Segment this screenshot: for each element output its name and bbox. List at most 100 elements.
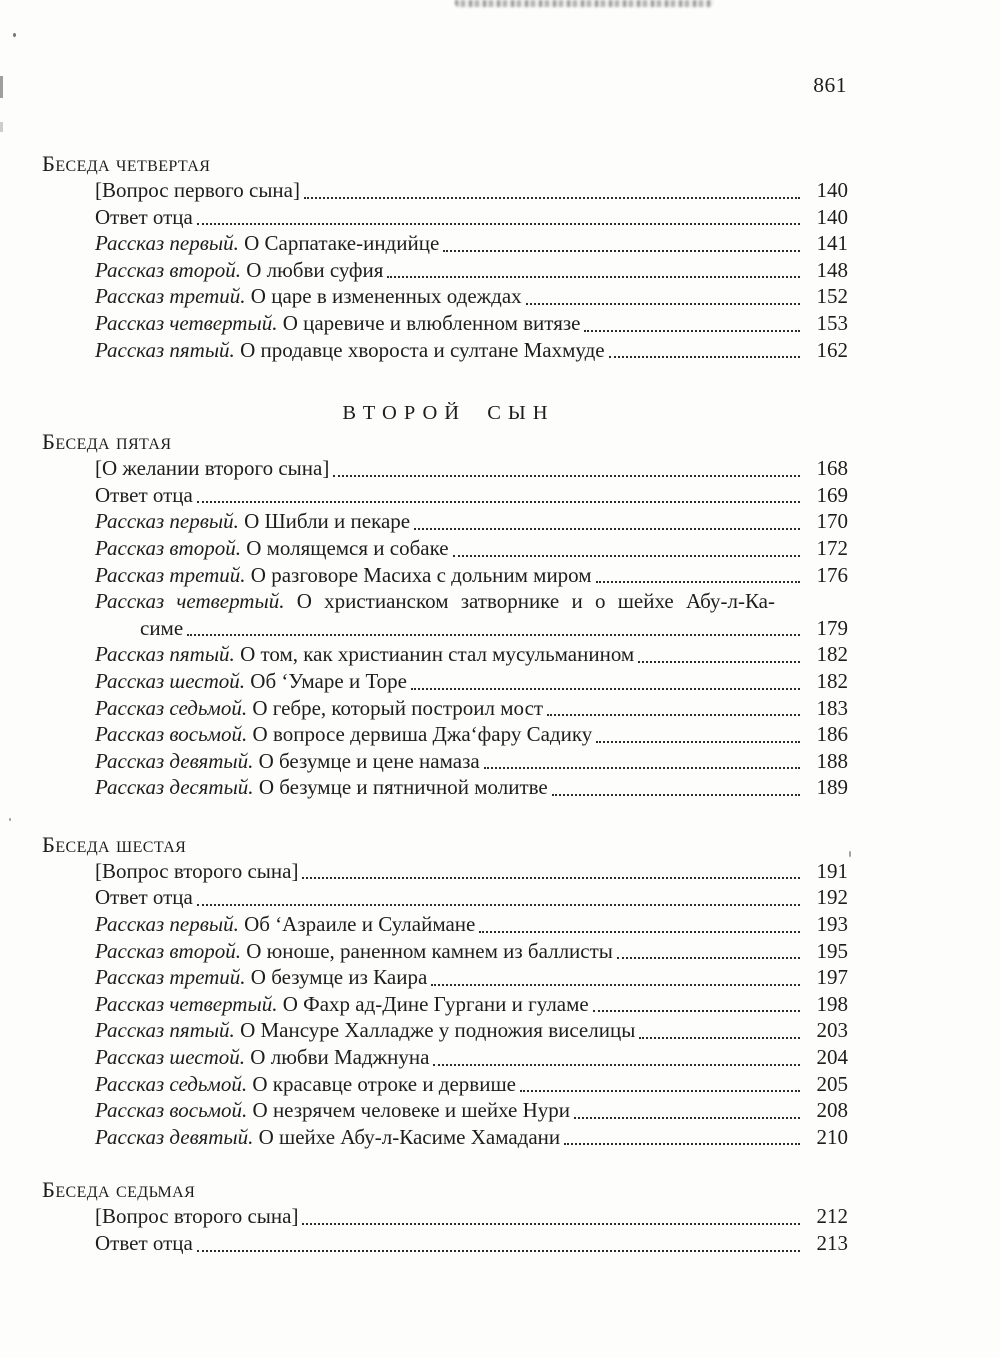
entry-title: Рассказ девятый. О шейхе Абу-л-Касиме Ха…	[95, 1124, 560, 1151]
dot-leader	[298, 1203, 804, 1230]
toc-chapter-section: Беседа четвертая [Вопрос первого сына] 1…	[42, 150, 848, 363]
scan-edge-artifact	[0, 122, 3, 132]
chapter-entries: [Вопрос первого сына] 140 Ответ отца 140…	[95, 177, 848, 363]
entry-text: [Вопрос второго сына]	[95, 858, 299, 883]
entry-text: О безумце из Каира	[245, 965, 428, 990]
entry-page-number: 188	[816, 748, 849, 773]
toc-entry: Рассказ пятый. О том, как христианин ста…	[95, 641, 848, 668]
entry-title: Рассказ пятый. О продавце хвороста и сул…	[95, 337, 605, 364]
entry-page-number: 191	[816, 858, 849, 883]
entry-title: Ответ отца	[95, 204, 193, 231]
dot-leader	[592, 562, 804, 589]
entry-title: Рассказ третий. О царе в измененных одеж…	[95, 283, 522, 310]
entry-page-number: 183	[816, 695, 849, 720]
entry-page-number: 195	[816, 938, 849, 963]
entry-text: [Вопрос первого сына]	[95, 178, 300, 202]
entry-italic-label: Рассказ третий.	[95, 284, 246, 309]
toc-chapter-section: Беседа седьмая [Вопрос второго сына] 212…	[42, 1176, 848, 1256]
entry-title: Рассказ шестой. Об ‘Умаре и Торе	[95, 668, 407, 695]
entry-page-number: 141	[816, 231, 849, 256]
dot-leader	[635, 1017, 804, 1044]
entry-title: Рассказ шестой. О любви Маджнуна	[95, 1044, 429, 1071]
toc-entry: Рассказ пятый. О Мансуре Халладже у подн…	[95, 1017, 848, 1044]
entry-page-number: 182	[816, 642, 849, 667]
entry-text: О том, как христианин стал мусульманином	[234, 642, 635, 667]
entry-italic-label: Рассказ седьмой.	[95, 1071, 248, 1096]
entry-page-number: 169	[816, 482, 849, 507]
entry-title: Рассказ первый. Об ‘Азраиле и Сулаймане	[95, 911, 475, 938]
toc-entry: Рассказ второй. О юноше, раненном камнем…	[95, 938, 848, 965]
entry-title: [О желании второго сына]	[95, 455, 329, 482]
entry-title: Рассказ второй. О молящемся и собаке	[95, 535, 449, 562]
entry-title: Ответ отца	[95, 482, 193, 509]
chapter-heading: Беседа четвертая	[42, 151, 211, 176]
toc-entry: Рассказ шестой. О любви Маджнуна 204	[95, 1044, 848, 1071]
entry-text: О безумце и цене намаза	[253, 748, 480, 773]
toc-entry: Ответ отца 169	[95, 482, 848, 509]
scan-edge-artifact	[0, 76, 3, 98]
entry-text: О безумце и пятничной молитве	[253, 775, 548, 800]
entry-page-number: 170	[816, 509, 849, 534]
entry-page-number: 182	[816, 668, 849, 693]
toc-entry: Рассказ шестой. Об ‘Умаре и Торе 182	[95, 668, 848, 695]
toc-entry: Ответ отца 140	[95, 204, 848, 231]
entry-text: Ответ отца	[95, 1231, 193, 1255]
dot-leader	[570, 1097, 804, 1124]
scan-speck	[13, 33, 16, 37]
entry-italic-label: Рассказ восьмой.	[95, 1098, 248, 1123]
toc-entry: Рассказ девятый. О шейхе Абу-л-Касиме Ха…	[95, 1124, 848, 1151]
entry-italic-label: Рассказ шестой.	[95, 1045, 246, 1070]
entry-page-number: 176	[816, 562, 849, 587]
dot-leader	[407, 668, 804, 695]
entry-page-number: 153	[816, 310, 849, 335]
toc-entry: Рассказ восьмой. О вопросе дервиша Джа‘ф…	[95, 721, 848, 748]
entry-page-number: 204	[816, 1045, 849, 1070]
entry-italic-label: Рассказ первый.	[95, 231, 239, 256]
entry-italic-label: Рассказ третий.	[95, 562, 246, 587]
entry-text: [О желании второго сына]	[95, 456, 330, 481]
entry-text: О незрячем человеке и шейхе Нури	[247, 1098, 571, 1123]
dot-leader	[427, 964, 804, 991]
entry-text: О царевиче и влюбленном витязе	[277, 310, 581, 335]
entry-text: О Мансуре Халладже у подножия виселицы	[234, 1018, 636, 1043]
scan-speck	[849, 851, 851, 857]
entry-text: О шейхе Абу-л-Касиме Хамадани	[253, 1124, 561, 1149]
dot-leader	[193, 884, 804, 911]
entry-page-number: 152	[816, 284, 849, 309]
entry-title: Рассказ четвертый. О христианском затвор…	[95, 588, 775, 615]
entry-text: Ответ отца	[95, 885, 193, 910]
toc-entry: [Вопрос второго сына] 212	[95, 1203, 848, 1230]
entry-title: Рассказ второй. О юноше, раненном камнем…	[95, 938, 613, 965]
dot-leader	[410, 508, 804, 535]
chapter-heading: Беседа шестая	[42, 831, 187, 857]
entry-title: Рассказ пятый. О том, как христианин ста…	[95, 641, 634, 668]
dot-leader	[522, 283, 804, 310]
scan-smudge-artifact	[455, 0, 713, 7]
chapter-heading: Беседа пятая	[42, 429, 172, 455]
entry-text: О разговоре Масиха с дольним миром	[245, 562, 592, 587]
dot-leader	[449, 535, 804, 562]
dot-leader	[439, 230, 804, 257]
toc-chapter-section: Беседа шестая [Вопрос второго сына] 191 …	[42, 831, 848, 1151]
entry-text: О любви Маджнуна	[245, 1045, 430, 1070]
entry-title: Рассказ четвертый. О Фахр ад-Дине Гурган…	[95, 991, 589, 1018]
dot-leader	[605, 337, 804, 364]
toc-entry: Рассказ третий. О безумце из Каира 197	[95, 964, 848, 991]
entry-italic-label: Рассказ четвертый.	[95, 991, 278, 1016]
toc-entry: Рассказ десятый. О безумце и пятничной м…	[95, 774, 848, 801]
entry-title: Рассказ первый. О Шибли и пекаре	[95, 508, 410, 535]
entry-title: Рассказ первый. О Сарпатаке-индийце	[95, 230, 439, 257]
entry-page-number: 148	[816, 257, 849, 282]
entry-page-number: 140	[816, 178, 849, 202]
dot-leader	[193, 1230, 804, 1257]
entry-italic-label: Рассказ второй.	[95, 938, 241, 963]
entry-page-number: 210	[816, 1124, 849, 1149]
table-of-contents: 861 Беседа четвертая [Вопрос первого сын…	[42, 72, 848, 1257]
entry-title: [Вопрос второго сына]	[95, 1203, 298, 1230]
toc-entry: симе 179	[95, 615, 848, 642]
entry-text: О царе в измененных одеждах	[245, 284, 522, 309]
dot-leader	[560, 1124, 804, 1151]
dot-leader	[516, 1071, 804, 1098]
entry-page-number: 192	[816, 885, 849, 910]
entry-italic-label: Рассказ восьмой.	[95, 722, 248, 747]
